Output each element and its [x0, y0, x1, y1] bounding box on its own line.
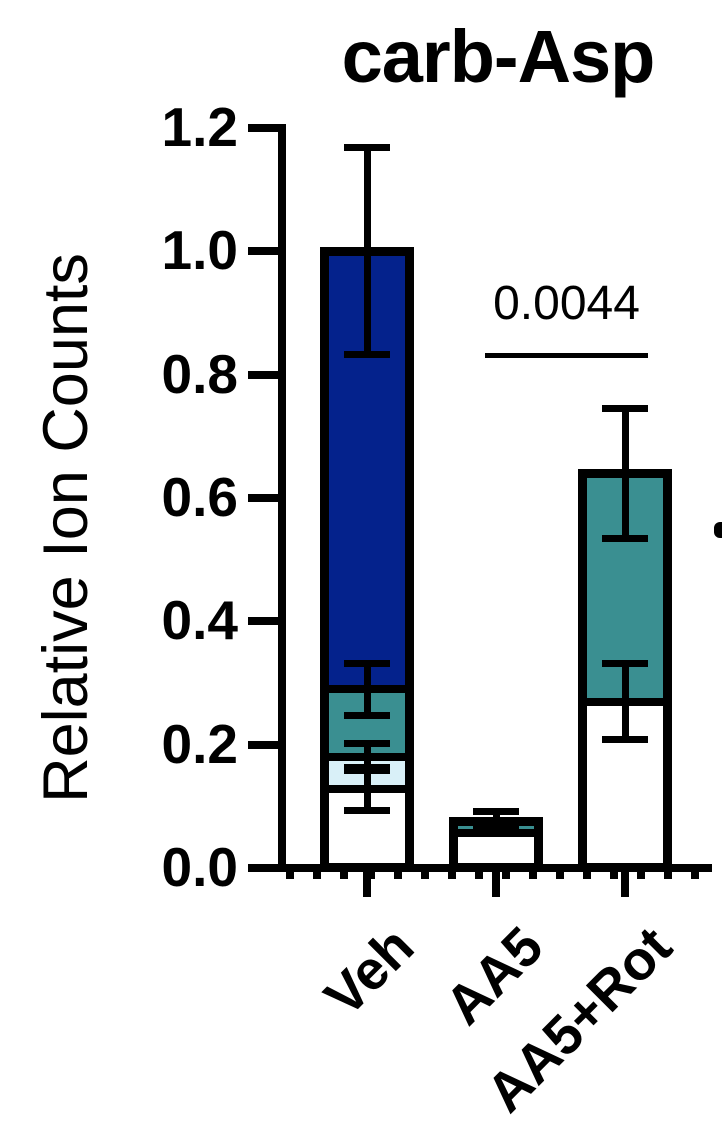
bar-segment-boundary [453, 829, 539, 838]
error-bar-cap-top [344, 659, 390, 667]
error-bar-cap-top [602, 405, 648, 413]
y-tick-label: 1.2 [161, 96, 238, 158]
significance-line [485, 353, 648, 358]
error-bar-line [363, 743, 371, 771]
error-bar-cap-bottom [602, 736, 648, 744]
y-tick [248, 124, 278, 132]
y-tick-label: 1.0 [161, 219, 238, 282]
y-tick [248, 247, 278, 256]
error-bar-line [363, 663, 371, 716]
p-value-label: 0.0044 [493, 277, 640, 330]
error-bar-line [492, 811, 500, 830]
x-tick [492, 872, 500, 897]
y-tick [248, 494, 278, 502]
chart-title: carb-Asp [341, 15, 656, 98]
error-bar-cap-top [473, 808, 519, 816]
error-bar-cap-bottom [602, 534, 648, 542]
error-bar-line [621, 663, 629, 740]
x-tick-label-veh: Veh [312, 914, 426, 1028]
error-bar-cap-top [344, 739, 390, 747]
x-tick [363, 872, 371, 897]
x-tick [621, 872, 629, 897]
bar-segment-segment-white [453, 833, 539, 868]
y-tick-label: 0.8 [161, 342, 238, 405]
y-tick [248, 740, 278, 749]
y-tick [248, 617, 278, 626]
error-bar-cap-bottom [344, 351, 390, 359]
y-tick-label: 0.2 [161, 712, 238, 775]
clipped-glyph-artifact [714, 522, 722, 538]
error-bar-line [363, 767, 371, 811]
y-tick-label: 0.0 [161, 836, 238, 898]
error-bar-cap-bottom [344, 711, 390, 719]
error-bar-cap-top [344, 144, 390, 152]
y-axis-line [278, 124, 286, 872]
error-bar-cap-bottom [344, 807, 390, 815]
error-bar-cap-bottom [473, 825, 519, 833]
error-bar-line [621, 408, 629, 539]
error-bar-cap-bottom [344, 767, 390, 775]
y-tick-label: 0.6 [161, 466, 238, 528]
y-tick [248, 370, 278, 379]
error-bar-line [363, 147, 371, 355]
y-tick-label: 0.4 [161, 589, 238, 652]
y-tick [248, 864, 278, 872]
error-bar-cap-top [602, 659, 648, 667]
